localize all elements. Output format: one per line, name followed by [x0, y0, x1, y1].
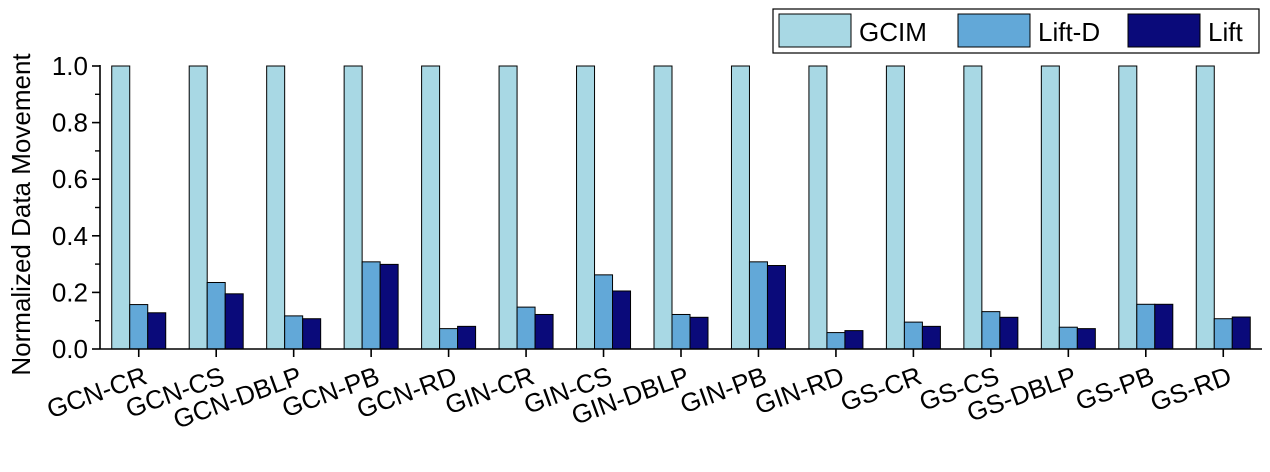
bar-lift-d	[516, 306, 536, 350]
legend-swatch-gcim	[778, 13, 852, 48]
bar-gcim	[111, 65, 131, 350]
bar-gcim	[343, 65, 363, 350]
bar-lift-d	[903, 321, 923, 350]
bar-gcim	[653, 65, 673, 350]
bar-group	[421, 65, 477, 350]
bar-lift-d	[361, 261, 381, 350]
bar-group	[1040, 65, 1096, 350]
bar-gcim	[963, 65, 983, 350]
bar-lift	[844, 330, 864, 350]
x-category-label: GS-PB	[1072, 360, 1158, 416]
bar-lift-d	[594, 274, 614, 350]
bar-lift	[999, 316, 1019, 350]
bar-gcim	[576, 65, 596, 350]
legend-label-lift: Lift	[1208, 17, 1243, 47]
bar-lift-d	[1136, 303, 1156, 350]
bar-lift-d	[671, 313, 691, 350]
bar-group	[963, 65, 1019, 350]
y-tick-label: 1.0	[52, 51, 88, 81]
bar-groups	[111, 65, 1251, 350]
bar-group	[1118, 65, 1174, 350]
bar-group	[111, 65, 167, 350]
bar-lift	[766, 265, 786, 350]
bar-lift	[689, 316, 709, 350]
bar-group	[730, 65, 786, 350]
bar-group	[653, 65, 709, 350]
bar-lift-d	[826, 332, 846, 350]
bar-group	[188, 65, 244, 350]
bar-gcim	[1195, 65, 1215, 350]
bar-gcim	[1040, 65, 1060, 350]
bar-lift	[224, 293, 244, 350]
y-tick-label: 0.4	[52, 221, 88, 251]
bar-lift	[1076, 328, 1096, 350]
bar-gcim	[188, 65, 208, 350]
bar-lift	[612, 290, 632, 350]
bar-lift	[147, 312, 167, 350]
bar-group	[498, 65, 554, 350]
bar-lift-d	[748, 261, 768, 350]
bar-lift	[534, 313, 554, 350]
y-axis-title: Normalized Data Movement	[6, 53, 36, 376]
bar-group	[885, 65, 941, 350]
legend-label-gcim: GCIM	[859, 17, 927, 47]
y-axis-ticks: 0.0 0.2 0.4 0.6 0.8 1.0	[52, 51, 100, 364]
bar-lift-d	[1213, 318, 1233, 350]
bar-group	[808, 65, 864, 350]
x-axis-ticks	[137, 349, 1225, 357]
x-category-label: GS-RD	[1146, 360, 1235, 417]
x-category-label: GIN-RD	[751, 360, 848, 420]
bar-gcim	[730, 65, 750, 350]
bar-gcim	[1118, 65, 1138, 350]
bar-gcim	[421, 65, 441, 350]
bar-gcim	[266, 65, 286, 350]
bar-group	[343, 65, 399, 350]
bar-lift	[379, 263, 399, 350]
category-labels: GCN-CRGCN-CSGCN-DBLPGCN-PBGCN-RDGIN-CRGI…	[43, 360, 1236, 434]
bar-lift-d	[981, 311, 1001, 350]
bar-gcim	[808, 65, 828, 350]
bar-lift-d	[129, 304, 149, 350]
bar-lift	[921, 325, 941, 350]
legend: GCIM Lift-D Lift	[772, 8, 1260, 54]
x-category-label: GS-CR	[836, 360, 925, 417]
bar-group	[576, 65, 632, 350]
legend-swatch-lift-d	[957, 13, 1031, 48]
bar-lift-d	[206, 281, 226, 350]
bar-lift-d	[1058, 326, 1078, 350]
bar-lift	[1231, 316, 1251, 350]
bar-lift-d	[284, 315, 304, 350]
y-tick-label: 0.8	[52, 108, 88, 138]
y-tick-label: 0.6	[52, 164, 88, 194]
bar-gcim	[498, 65, 518, 350]
bar-lift	[302, 318, 322, 350]
y-tick-label: 0.0	[52, 334, 88, 364]
bar-group	[266, 65, 322, 350]
legend-swatch-lift	[1127, 13, 1201, 48]
bar-lift	[1154, 303, 1174, 350]
bar-lift-d	[439, 328, 459, 350]
bar-lift	[457, 325, 477, 350]
y-tick-label: 0.2	[52, 277, 88, 307]
legend-label-lift-d: Lift-D	[1038, 17, 1100, 47]
bar-gcim	[885, 65, 905, 350]
bar-group	[1195, 65, 1251, 350]
